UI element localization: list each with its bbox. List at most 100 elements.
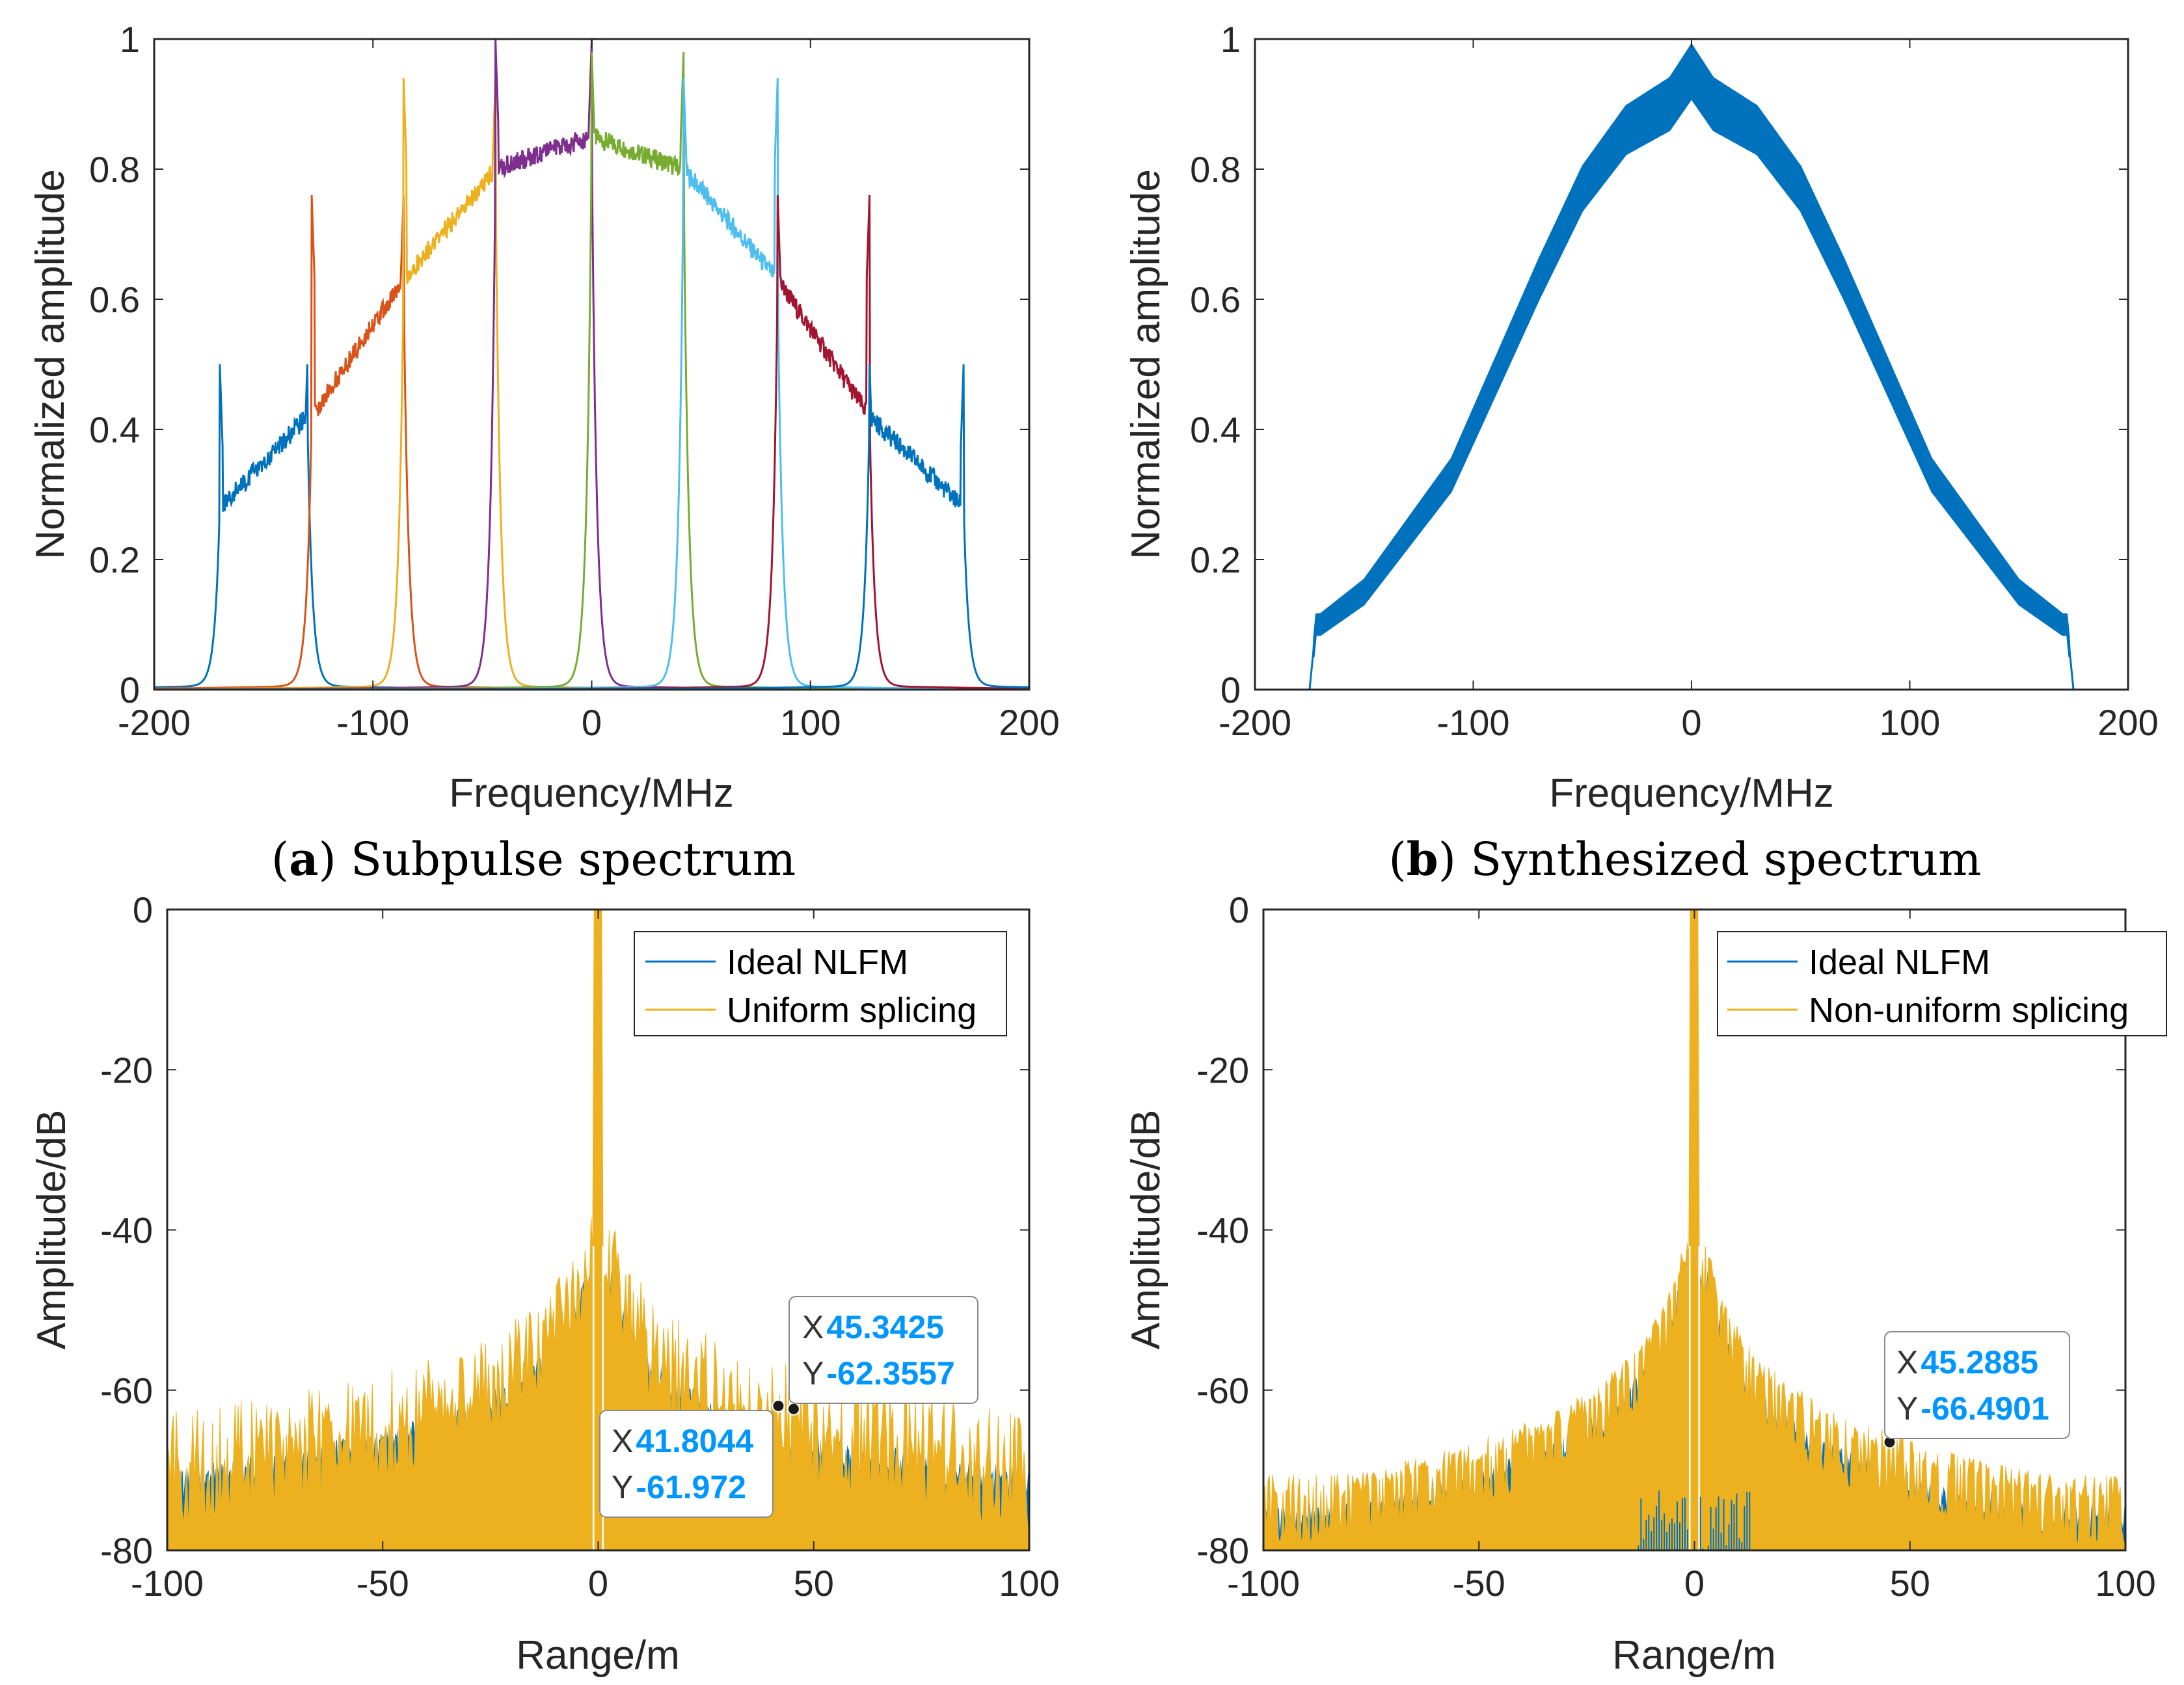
y-tick-label: -40 (1196, 1210, 1249, 1251)
panel-b-axes-frame (1254, 38, 2129, 691)
panel-c-legend-splicing: Uniform splicing (727, 991, 977, 1030)
x-tick-label: 100 (780, 702, 841, 743)
panel-d-plot-area (1263, 909, 2126, 1552)
panel-a-ylabel: Normalized amplitude (28, 169, 73, 559)
panel-a-ticks: -200 -100 0 100 200 0 0.2 0.4 0.6 0.8 1 (89, 19, 1060, 743)
x-tick-label: 50 (1890, 1563, 1930, 1604)
panel-c-datatip-2-box (599, 1410, 774, 1518)
panel-c-xlabel: Range/m (516, 1633, 680, 1678)
series-line-subpulse-5 (154, 51, 1029, 691)
null-left (1688, 1246, 1691, 1550)
panel-d-ylabel: Amplitude/dB (1124, 1110, 1168, 1350)
x-tick-label: -50 (1453, 1563, 1505, 1604)
x-tick-label: -100 (1436, 702, 1509, 743)
y-tick-label: 0.6 (1190, 279, 1241, 320)
x-tick-label: -100 (1227, 1563, 1300, 1604)
x-tick-label: -100 (336, 702, 409, 743)
y-tick-label: -60 (100, 1370, 153, 1411)
null-right (1698, 1246, 1701, 1550)
panel-c-datatip-1[interactable]: X 45.3425 Y -62.3557 (789, 1296, 978, 1404)
x-tick-label: -50 (357, 1563, 409, 1604)
x-tick-label: 50 (794, 1563, 834, 1604)
panel-c-datatip-2-x: X 41.8044 (612, 1423, 753, 1459)
y-tick-label: 1 (120, 19, 140, 60)
x-tick-label: -200 (1219, 702, 1291, 743)
panel-a-caption-letter: a (289, 832, 318, 886)
series-line-synthesized (1255, 70, 2128, 691)
x-tick-label: 0 (1684, 1563, 1705, 1604)
y-tick-label: 0 (1229, 889, 1249, 930)
y-tick-label: 1 (1220, 19, 1241, 60)
panel-d-datatip-1-y: Y -66.4901 (1896, 1390, 2049, 1427)
panel-b-ticks: -200 -100 0 100 200 0 0.2 0.4 0.6 0.8 1 (1190, 19, 2159, 743)
y-tick-label: 0.2 (1190, 539, 1241, 580)
panel-c-legend-ideal: Ideal NLFM (727, 943, 908, 982)
x-tick-label: 0 (588, 1563, 608, 1604)
panel-c-datatip-2[interactable]: X 41.8044 Y -61.972 (599, 1410, 774, 1518)
x-tick-label: -200 (118, 702, 191, 743)
panel-c-datatip-1-box (789, 1296, 978, 1404)
panel-c-ticks: -100 -50 0 50 100 -80 -60 -40 -20 0 (100, 889, 1060, 1604)
y-tick-label: 0 (1220, 669, 1241, 710)
y-tick-label: 0.4 (89, 409, 140, 450)
panel-b-synthesized-spectrum: -200 -100 0 100 200 0 0.2 0.4 0.6 0.8 1 Frequency/… (1124, 19, 2159, 886)
x-tick-label: 200 (999, 702, 1059, 743)
y-tick-label: 0.8 (89, 149, 140, 190)
panel-b-caption: (b) Synthesized spectrum (1388, 832, 1981, 886)
panel-a-caption-text: Subpulse spectrum (351, 833, 796, 886)
series-line-subpulse-1 (154, 364, 1029, 691)
y-tick-label: -40 (100, 1210, 153, 1251)
y-tick-label: 0 (120, 669, 140, 710)
panel-b-xlabel: Frequency/MHz (1549, 771, 1834, 816)
panel-d-legend-splicing: Non-uniform splicing (1809, 991, 2129, 1030)
x-tick-label: 0 (1681, 702, 1701, 743)
series-line-subpulse-8 (154, 364, 1030, 691)
panel-a-xlabel: Frequency/MHz (449, 771, 734, 816)
panel-c-legend-box (634, 931, 1007, 1036)
panel-c-datatip-1-marker[interactable] (787, 1402, 800, 1416)
panel-c-datatip-2-marker[interactable] (772, 1399, 785, 1413)
panel-c-legend: Ideal NLFM Uniform splicing (634, 931, 1007, 1036)
x-tick-label: 0 (582, 702, 602, 743)
panel-a-caption: (a) Subpulse spectrum (271, 832, 796, 886)
y-tick-label: -20 (1196, 1049, 1249, 1090)
panel-c-datatip-2-y: Y -61.972 (612, 1469, 746, 1505)
panel-c-datatips: X 45.3425 Y -62.3557 X 41.8044 Y -61.972 (599, 1296, 978, 1518)
panel-d-ticks: -100 -50 0 50 100 -80 -60 -40 -20 0 (1196, 889, 2156, 1604)
panel-b-caption-letter: b (1407, 832, 1438, 886)
y-tick-label: 0.4 (1190, 409, 1241, 450)
panel-c-datatip-1-y: Y -62.3557 (802, 1355, 955, 1392)
y-tick-label: -20 (100, 1049, 153, 1090)
x-tick-label: -100 (131, 1563, 204, 1604)
panel-d-datatip-1[interactable]: X 45.2885 Y -66.4901 (1884, 1331, 2070, 1439)
panel-d-datatip-1-box (1884, 1331, 2070, 1439)
y-tick-label: -80 (1196, 1530, 1249, 1571)
y-tick-label: 0 (133, 889, 153, 930)
panel-c-ylabel: Amplitude/dB (29, 1110, 74, 1350)
panel-d-legend-box (1717, 931, 2167, 1036)
panel-a-plot-area (154, 38, 1030, 691)
x-tick-label: 100 (2095, 1563, 2155, 1604)
y-tick-label: -80 (100, 1530, 153, 1571)
panel-d-datatips: X 45.2885 Y -66.4901 (1883, 1331, 2070, 1449)
y-tick-label: 0.2 (89, 539, 140, 580)
panel-b-ylabel: Normalized amplitude (1124, 169, 1168, 559)
y-tick-label: 0.8 (1190, 149, 1241, 190)
x-tick-label: 100 (1880, 702, 1940, 743)
x-tick-label: 200 (2097, 702, 2158, 743)
series-band-synthesized (1255, 43, 2128, 690)
x-tick-label: 100 (999, 1563, 1059, 1604)
panel-a-subpulse-spectrum: -200 -100 0 100 200 0 0.2 0.4 0.6 0.8 1 Frequency/… (28, 19, 1060, 886)
panel-d-range-profile-nonuniform: -100 -50 0 50 100 -80 -60 -40 -20 0 Range/m Ampli… (1124, 889, 2167, 1678)
panel-c-datatip-1-x: X 45.3425 (802, 1309, 944, 1345)
panel-d-legend-ideal: Ideal NLFM (1809, 943, 1990, 982)
panel-d-legend: Ideal NLFM Non-uniform splicing (1717, 931, 2167, 1036)
panel-b-caption-text: Synthesized spectrum (1470, 833, 1981, 886)
null-right (602, 1246, 604, 1550)
y-tick-label: 0.6 (89, 279, 140, 320)
panel-b-plot-area (1255, 43, 2128, 691)
panel-d-xlabel: Range/m (1612, 1633, 1776, 1678)
null-left (592, 1246, 595, 1550)
panel-c-range-profile-uniform: -100 -50 0 50 100 -80 -60 -40 -20 0 Range/m Ampli… (29, 889, 1060, 1678)
